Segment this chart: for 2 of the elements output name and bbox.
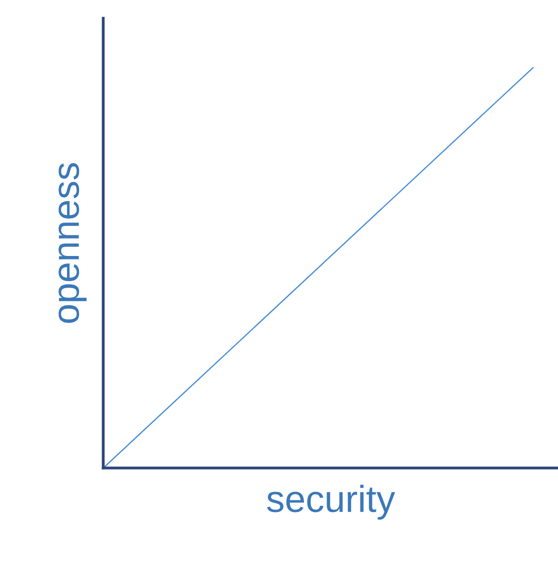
x-axis-title: security: [267, 484, 396, 520]
y-axis-title: openness: [58, 163, 87, 323]
